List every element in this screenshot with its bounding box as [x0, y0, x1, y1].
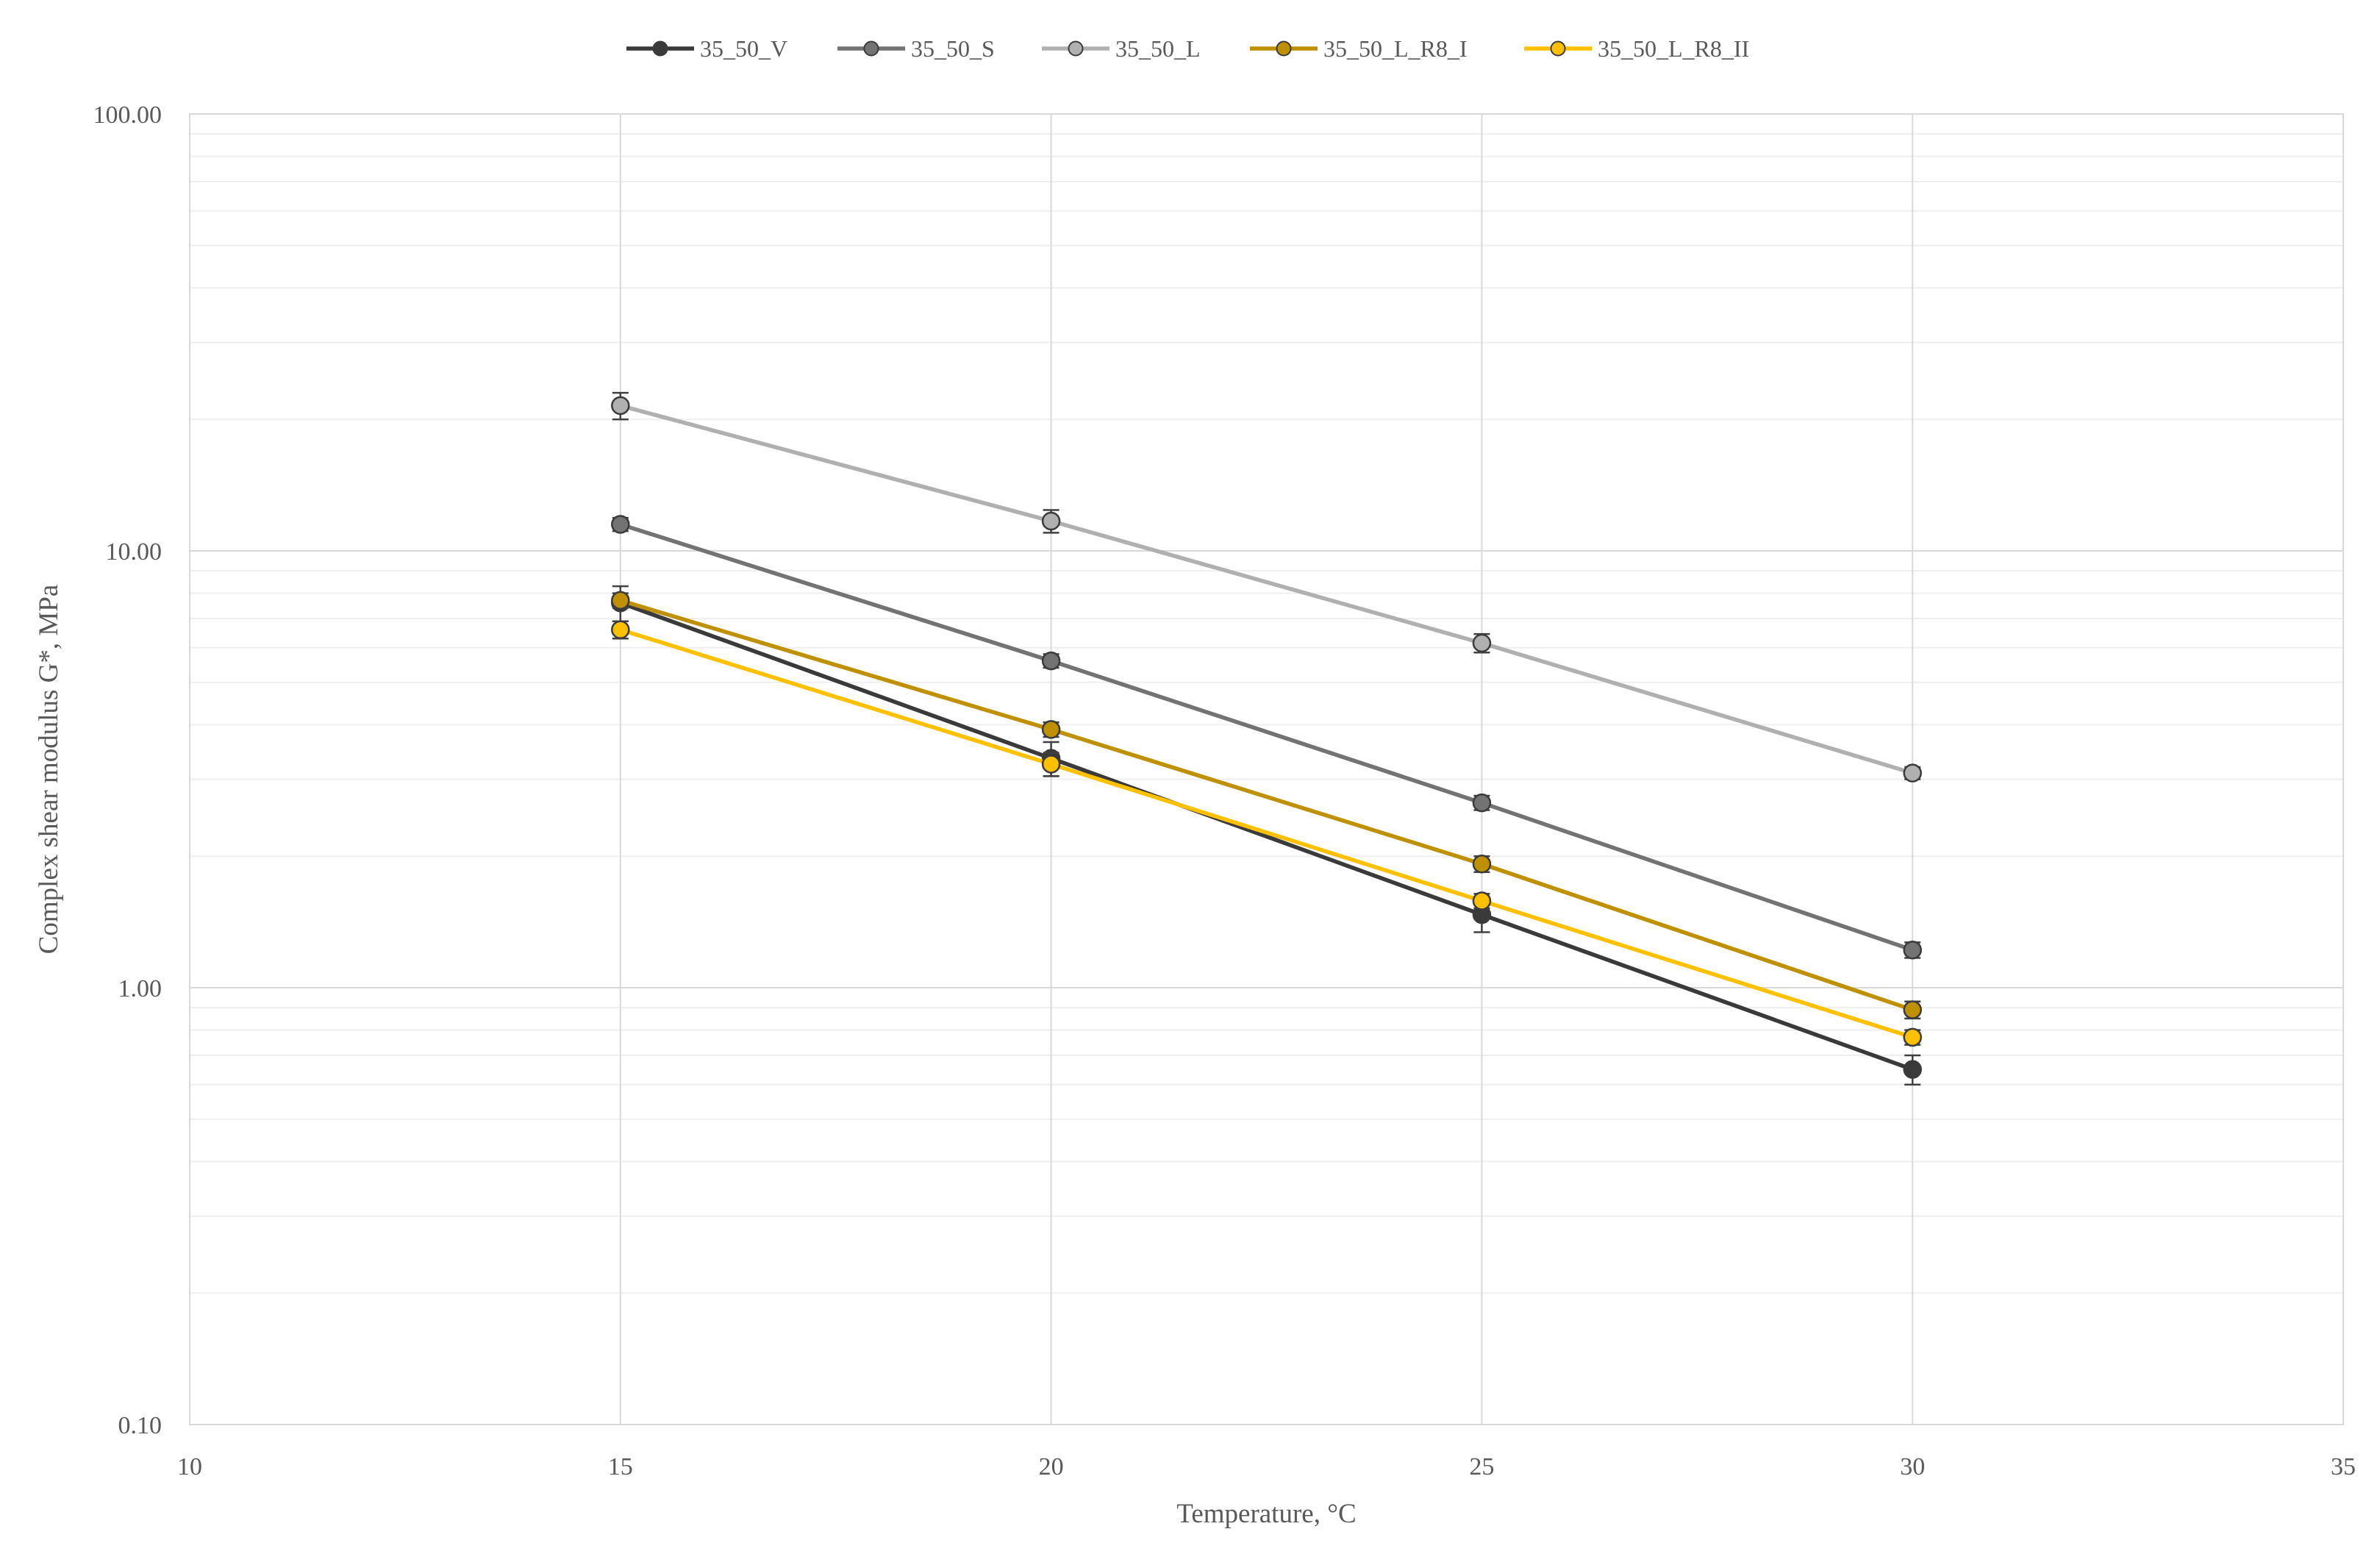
legend-item: 35_50_L_R8_II — [1524, 35, 1749, 62]
major-gridlines — [189, 113, 2344, 1425]
x-tick-label: 25 — [1469, 1453, 1494, 1480]
series-line — [619, 627, 1914, 1040]
data-point — [1041, 720, 1061, 739]
y-axis-title: Complex shear modulus G*, MPa — [34, 585, 64, 955]
legend-item: 35_50_V — [626, 35, 787, 62]
series-line — [619, 601, 1914, 1072]
legend-marker — [1276, 40, 1292, 57]
data-point — [611, 620, 630, 639]
legend-label: 35_50_S — [911, 35, 995, 62]
x-tick-label: 35 — [2331, 1453, 2356, 1480]
data-point — [1041, 651, 1061, 671]
series — [611, 391, 1922, 783]
series-layer — [611, 391, 1922, 1086]
y-tick-label: 1.00 — [118, 975, 162, 1002]
data-point — [1903, 1060, 1922, 1079]
data-point — [1472, 633, 1492, 653]
legend-marker — [652, 40, 668, 57]
plot-area-border — [189, 113, 2344, 1425]
y-tick-label: 10.00 — [106, 538, 162, 566]
legend-item: 35_50_S — [837, 35, 995, 62]
x-tick-label: 20 — [1039, 1453, 1064, 1480]
plot-area-frame — [189, 113, 2344, 1425]
series-line — [620, 598, 1914, 1012]
data-point — [1903, 1000, 1922, 1019]
data-point — [611, 591, 630, 610]
series — [611, 620, 1922, 1047]
legend-label: 35_50_L_R8_I — [1323, 35, 1468, 62]
series — [611, 591, 1922, 1020]
minor-gridlines — [190, 133, 2343, 1294]
data-point — [611, 515, 630, 534]
legend-label: 35_50_V — [700, 35, 787, 62]
legend-marker — [863, 40, 879, 57]
series — [611, 585, 1922, 1086]
y-tick-label: 100.00 — [93, 101, 162, 129]
data-point — [1041, 511, 1061, 531]
legend-label: 35_50_L — [1115, 35, 1201, 62]
series-line — [620, 403, 1913, 775]
legend-marker — [1550, 40, 1566, 57]
data-point — [1472, 793, 1492, 813]
x-axis-title: Temperature, °C — [1176, 1499, 1356, 1529]
legend-label: 35_50_L_R8_II — [1598, 35, 1749, 62]
legend-item: 35_50_L — [1042, 35, 1201, 62]
y-axis-tick-labels: 0.10 1.00 10.00 100.00 — [93, 101, 162, 1439]
series-line — [619, 522, 1914, 952]
x-tick-label: 10 — [177, 1453, 202, 1480]
data-point — [1472, 891, 1492, 910]
x-tick-label: 30 — [1900, 1453, 1925, 1480]
legend: 35_50_V 35_50_S 35_50_L 35_50_L_R8_I 35_50_L… — [626, 35, 1749, 62]
legend-item: 35_50_L_R8_I — [1250, 35, 1468, 62]
data-point — [1903, 1027, 1922, 1047]
legend-marker — [1068, 40, 1084, 57]
y-tick-label: 0.10 — [118, 1412, 162, 1439]
data-point — [1903, 763, 1922, 783]
data-point — [611, 396, 630, 416]
x-axis-tick-labels: 10 15 20 25 30 35 — [177, 1453, 2356, 1480]
data-point — [1041, 755, 1061, 774]
series — [611, 515, 1922, 960]
data-point — [1903, 940, 1922, 960]
data-point — [1472, 854, 1492, 874]
x-tick-label: 15 — [608, 1453, 633, 1480]
